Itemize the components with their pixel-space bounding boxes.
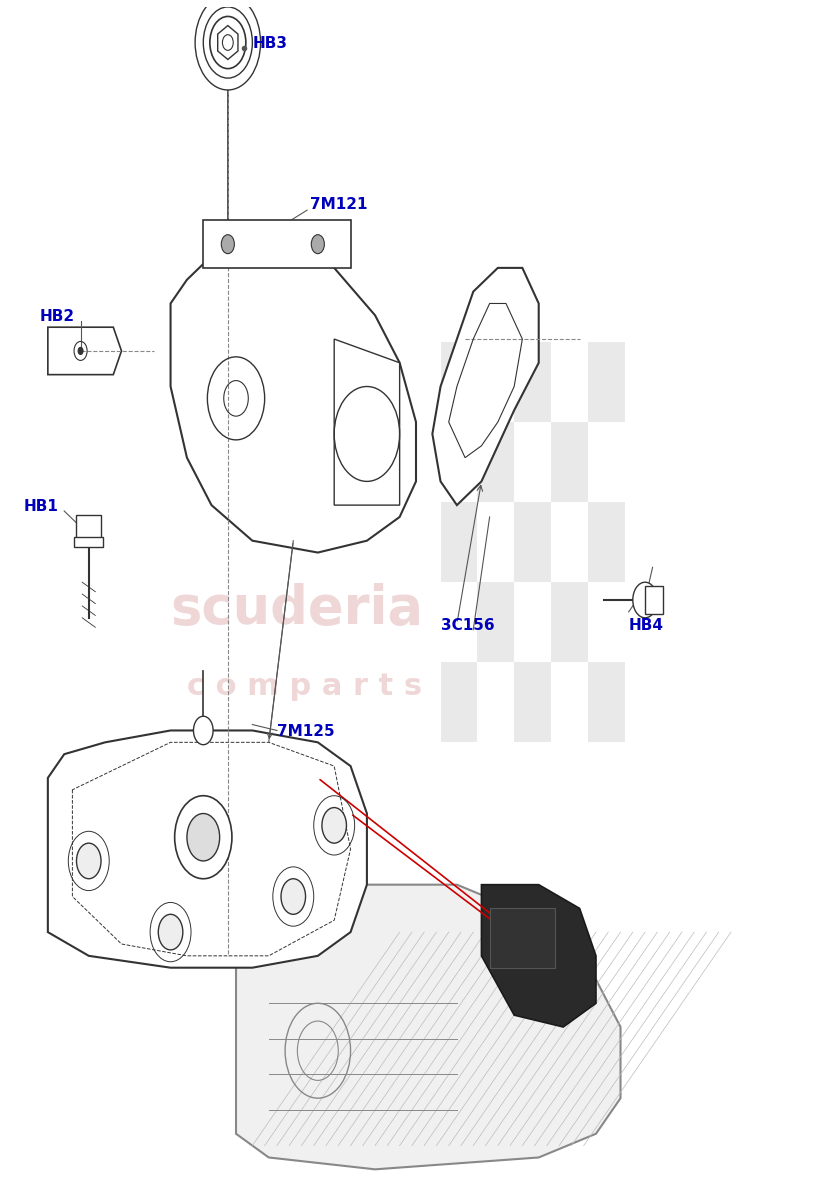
Text: scuderia: scuderia — [171, 583, 423, 635]
Bar — [514, 422, 551, 502]
Text: 7M125: 7M125 — [277, 725, 334, 739]
Bar — [440, 662, 478, 743]
Bar — [440, 502, 478, 582]
Bar — [587, 582, 625, 662]
Text: HB4: HB4 — [629, 618, 664, 632]
Bar — [645, 586, 663, 614]
Bar — [440, 582, 478, 662]
Polygon shape — [482, 884, 596, 1027]
Polygon shape — [171, 244, 416, 552]
Bar — [514, 662, 551, 743]
Bar — [551, 422, 587, 502]
Bar — [551, 582, 587, 662]
Circle shape — [194, 716, 213, 745]
Text: HB3: HB3 — [252, 36, 287, 52]
Circle shape — [221, 235, 235, 253]
Text: HB2: HB2 — [40, 310, 75, 324]
Bar — [551, 502, 587, 582]
Bar — [478, 502, 514, 582]
Circle shape — [196, 0, 260, 90]
Bar — [551, 342, 587, 422]
Circle shape — [322, 808, 346, 844]
Circle shape — [633, 582, 657, 618]
Circle shape — [78, 347, 83, 354]
Bar — [478, 342, 514, 422]
Bar — [478, 582, 514, 662]
Text: 3C156: 3C156 — [440, 618, 494, 632]
Bar — [440, 342, 478, 422]
Bar — [478, 662, 514, 743]
Bar — [587, 422, 625, 502]
Bar — [478, 422, 514, 502]
Bar — [77, 515, 101, 541]
Bar — [74, 538, 103, 547]
Polygon shape — [236, 884, 621, 1169]
Bar — [440, 422, 478, 502]
Bar — [587, 342, 625, 422]
Circle shape — [175, 796, 232, 878]
Circle shape — [281, 878, 305, 914]
Circle shape — [158, 914, 183, 950]
Text: c o m p a r t s: c o m p a r t s — [187, 672, 422, 701]
Bar — [489, 908, 555, 967]
Text: HB1: HB1 — [23, 499, 58, 514]
Circle shape — [187, 814, 220, 860]
Circle shape — [311, 235, 324, 253]
Polygon shape — [334, 340, 399, 505]
Circle shape — [77, 844, 101, 878]
Polygon shape — [48, 328, 121, 374]
Bar — [514, 582, 551, 662]
Bar — [551, 662, 587, 743]
Bar — [587, 662, 625, 743]
Polygon shape — [48, 731, 367, 967]
Bar — [514, 502, 551, 582]
Text: 7M121: 7M121 — [310, 197, 367, 211]
Bar — [514, 342, 551, 422]
Bar — [587, 502, 625, 582]
Polygon shape — [203, 221, 350, 268]
Polygon shape — [433, 268, 538, 505]
